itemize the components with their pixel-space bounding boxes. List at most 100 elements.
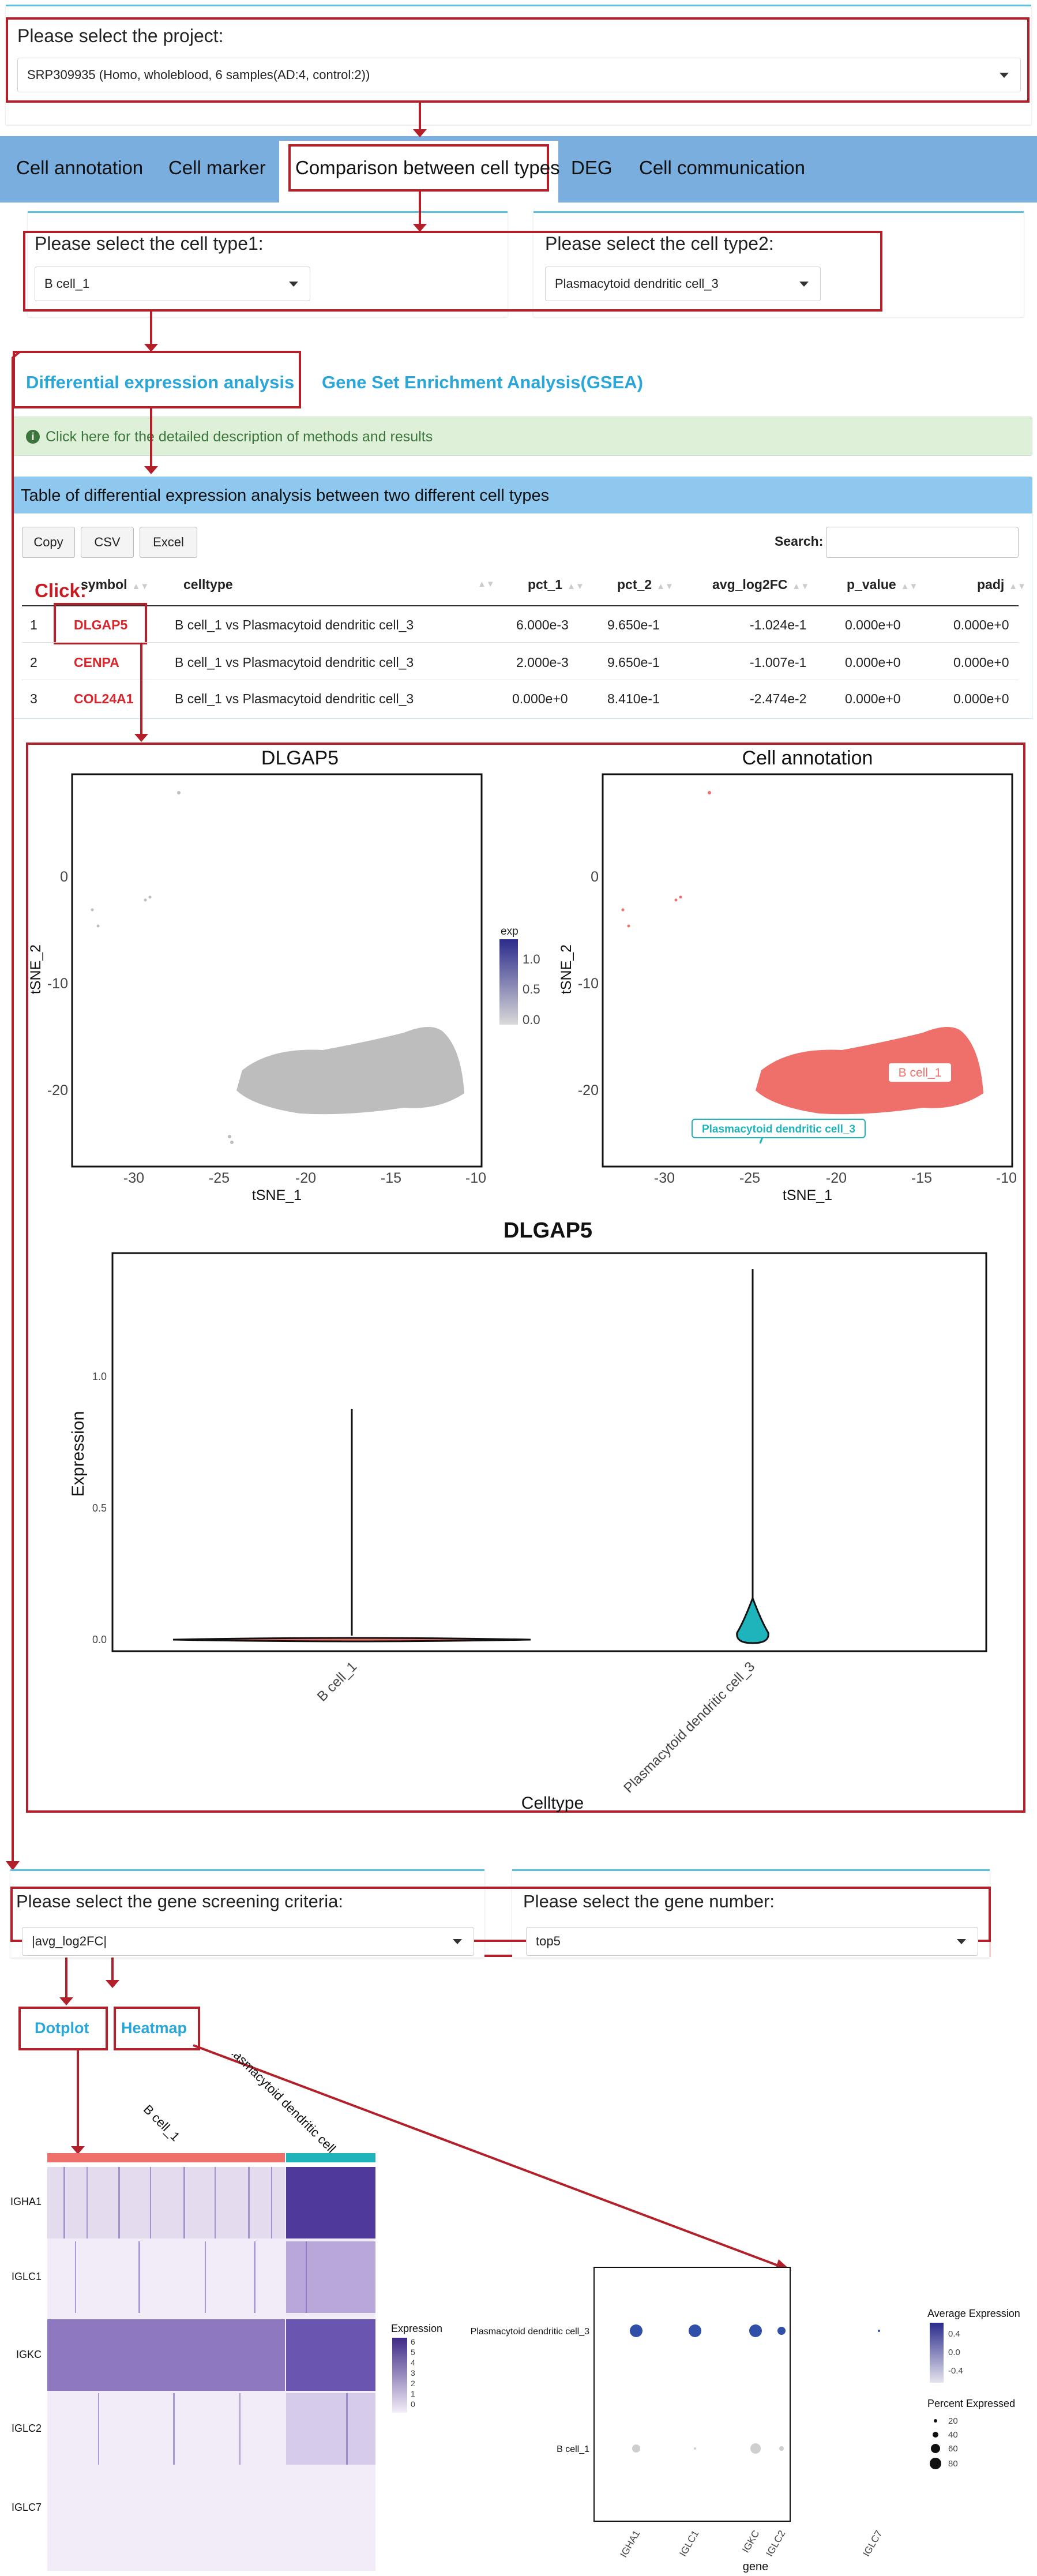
violin-ytick: 1.0 — [92, 1371, 107, 1382]
heatmap-group-bar-bcell — [47, 2153, 285, 2162]
dotplot-pct-tick: 40 — [948, 2430, 958, 2440]
tsne-right-xtick: -20 — [826, 1170, 847, 1186]
heatmap-legend-tick: 1 — [411, 2389, 415, 2398]
col-pct1[interactable]: pct_1 ▲▼ — [528, 577, 584, 592]
col-p-value[interactable]: p_value ▲▼ — [847, 577, 918, 592]
table-row-1-index: 1 — [30, 617, 37, 632]
dot — [689, 2324, 701, 2337]
celltype2-label: Please select the cell type2: — [545, 233, 774, 254]
dotplot-xticks: IGHA1 IGLC1 IGKC IGLC2 IGLC7 — [618, 2529, 884, 2560]
tsne-right-title: Cell annotation — [742, 747, 873, 769]
tsne-right-xticks: -30 -25 -20 -15 -10 — [654, 1170, 1017, 1186]
dotplot-pct-ticks: 20 40 60 80 — [948, 2416, 958, 2469]
col-avg-log2fc[interactable]: avg_log2FC ▲▼ — [712, 577, 810, 592]
tsne-left-ytick: 0 — [60, 869, 68, 885]
dotplot-xtick: IGHA1 — [618, 2529, 642, 2560]
exp-legend-tick: 0.5 — [523, 982, 540, 996]
heatmap-gene-label: IGKC — [16, 2349, 42, 2360]
table-row-2-celltype: B cell_1 vs Plasmacytoid dendritic cell_… — [175, 655, 414, 670]
tsne-right-ylabel: tSNE_2 — [558, 944, 574, 994]
dotplot-row-label: Plasmacytoid dendritic cell_3 — [471, 2327, 589, 2337]
tab-comparison[interactable]: Comparison between cell types — [295, 157, 560, 178]
table-row-1-pct2: 9.650e-1 — [607, 617, 660, 632]
tsne-right-cluster — [756, 1027, 983, 1115]
exp-legend-bar — [499, 939, 518, 1025]
tab-cell-communication[interactable]: Cell communication — [639, 157, 805, 178]
celltype2-select[interactable]: Plasmacytoid dendritic cell_3 — [545, 267, 821, 301]
screening-select[interactable]: |avg_log2FC| — [22, 1927, 474, 1956]
col-pct2[interactable]: pct_2 ▲▼ — [617, 577, 674, 592]
table-row-3-symbol[interactable]: COL24A1 — [74, 691, 134, 706]
col-padj[interactable]: padj ▲▼ — [977, 577, 1026, 592]
copy-button[interactable]: Copy — [22, 527, 75, 558]
chevron-down-icon — [453, 1939, 462, 1944]
tsne-left-ylabel: tSNE_2 — [28, 944, 44, 994]
heatmap-row-labels: IGHA1 IGLC1 IGKC IGLC2 IGLC7 — [10, 2196, 42, 2513]
tab-cell-annotation[interactable]: Cell annotation — [16, 157, 144, 178]
pdc-label-box — [692, 1119, 866, 1138]
dot — [777, 2327, 786, 2335]
dotplot-avg-tick: 0.4 — [948, 2329, 960, 2339]
table-row-2-avg: -1.007e-1 — [750, 655, 807, 670]
bcell-label: B cell_1 — [899, 1066, 942, 1079]
heatmap-legend-title: Expression — [391, 2323, 442, 2334]
table-row-3-celltype: B cell_1 vs Plasmacytoid dendritic cell_… — [175, 691, 414, 706]
heatmap-legend-tick: 4 — [411, 2358, 415, 2367]
tsne-left-xtick: -15 — [381, 1170, 401, 1186]
dot — [694, 2447, 696, 2450]
heatmap-row-igkc — [47, 2319, 285, 2391]
tsne-right-yticks: 0 -10 -20 — [578, 869, 599, 1098]
csv-button[interactable]: CSV — [81, 527, 134, 558]
heatmap-legend-tick: 5 — [411, 2348, 415, 2357]
dotplot-pct-tick: 20 — [948, 2416, 958, 2426]
subtab-differential-expression[interactable]: Differential expression analysis — [26, 372, 295, 392]
tsne-right-xtick: -15 — [911, 1170, 932, 1186]
tsne-right-xlabel: tSNE_1 — [783, 1187, 832, 1203]
tsne-right-xtick: -25 — [739, 1170, 760, 1186]
project-select-value: SRP309935 (Homo, wholeblood, 6 samples(A… — [27, 68, 370, 82]
dot — [930, 2458, 941, 2469]
subtab-gsea[interactable]: Gene Set Enrichment Analysis(GSEA) — [322, 372, 644, 392]
table-row-2-symbol[interactable]: CENPA — [74, 655, 119, 670]
tab-dotplot[interactable]: Dotplot — [35, 2019, 89, 2037]
search-input[interactable] — [826, 527, 1019, 558]
heatmap-row-pdc-2 — [286, 2241, 375, 2313]
dot — [749, 2324, 762, 2337]
chevron-down-icon — [957, 1939, 966, 1944]
excel-button[interactable]: Excel — [140, 527, 197, 558]
tsne-right-xtick: -10 — [996, 1170, 1017, 1186]
col-symbol[interactable]: symbol ▲▼ — [81, 577, 149, 592]
violin-bcell — [172, 1409, 531, 1643]
celltype1-label: Please select the cell type1: — [35, 233, 264, 254]
violin-ytick: 0.5 — [92, 1502, 107, 1514]
tsne-left-xtick: -30 — [123, 1170, 144, 1186]
info-bar[interactable]: i Click here for the detailed descriptio… — [13, 417, 1032, 456]
table-row-3-pct1: 0.000e+0 — [512, 691, 568, 706]
table-row-2-pct2: 9.650e-1 — [607, 655, 660, 670]
dotplot-avg-tick: -0.4 — [948, 2366, 963, 2376]
tab-deg[interactable]: DEG — [571, 157, 613, 178]
dotplot-xtick: IGLC1 — [677, 2529, 701, 2559]
exp-legend-ticks: 1.0 0.5 0.0 — [523, 952, 540, 1027]
project-label: Please select the project: — [17, 25, 224, 46]
dotplot-tab-highlight — [18, 2007, 108, 2050]
table-row-1-pvalue: 0.000e+0 — [845, 617, 901, 632]
table-row-1-symbol[interactable]: DLGAP5 — [74, 617, 128, 632]
dotplot-xlabel: gene — [743, 2560, 769, 2573]
tab-cell-marker[interactable]: Cell marker — [168, 157, 266, 178]
project-select[interactable]: SRP309935 (Homo, wholeblood, 6 samples(A… — [17, 58, 1021, 92]
celltype2-select-value: Plasmacytoid dendritic cell_3 — [555, 276, 719, 291]
tsne-left-yticks: 0 -10 -20 — [47, 869, 68, 1098]
table-row-2-padj: 0.000e+0 — [953, 655, 1009, 670]
dot — [779, 2446, 784, 2451]
col-celltype[interactable]: celltype — [183, 577, 233, 592]
gene-number-select[interactable]: top5 — [526, 1927, 978, 1956]
gene-number-label: Please select the gene number: — [523, 1891, 775, 1911]
chevron-down-icon — [1000, 73, 1009, 78]
celltype1-select[interactable]: B cell_1 — [35, 267, 310, 301]
celltype1-select-value: B cell_1 — [44, 276, 90, 291]
heatmap-gene-label: IGLC1 — [12, 2271, 42, 2282]
tab-heatmap[interactable]: Heatmap — [121, 2019, 187, 2037]
table-row-3-index: 3 — [30, 691, 37, 706]
